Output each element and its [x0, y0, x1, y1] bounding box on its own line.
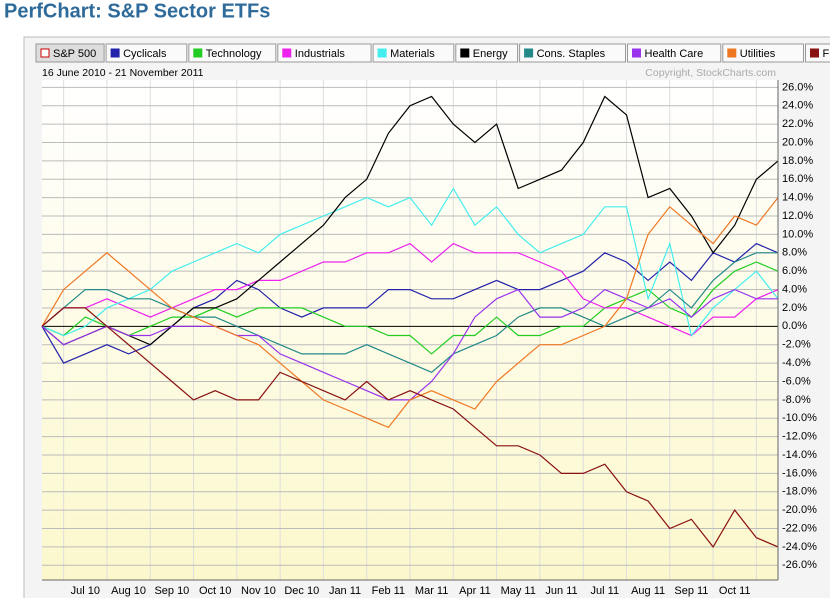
- y-tick-label: -24.0%: [782, 541, 817, 553]
- x-tick-label: Jul 11: [591, 585, 620, 597]
- legend-swatch: [111, 49, 119, 57]
- y-tick-label: -4.0%: [782, 357, 811, 369]
- y-tick-label: -6.0%: [782, 375, 811, 387]
- subtitle: 16 June 2010 - 21 November 2011: [42, 67, 204, 79]
- legend-swatch: [525, 49, 533, 57]
- legend-label: Cyclicals: [123, 48, 167, 60]
- x-tick-label: Nov 10: [241, 585, 276, 597]
- y-tick-label: 4.0%: [782, 283, 807, 295]
- legend-label: Technology: [206, 48, 262, 60]
- y-tick-label: 22.0%: [782, 118, 813, 130]
- x-tick-label: Aug 10: [111, 585, 146, 597]
- y-tick-label: 8.0%: [782, 247, 807, 259]
- x-tick-label: Jan 11: [329, 585, 361, 597]
- copyright: Copyright, StockCharts.com: [645, 67, 776, 79]
- y-tick-label: 26.0%: [782, 81, 813, 93]
- y-tick-label: 14.0%: [782, 192, 813, 204]
- legend-swatch: [41, 49, 49, 57]
- legend-label: S&P 500: [53, 48, 96, 60]
- y-tick-label: 2.0%: [782, 302, 807, 314]
- legend-label: Materials: [390, 48, 435, 60]
- y-tick-label: -26.0%: [782, 559, 817, 571]
- y-tick-label: 20.0%: [782, 136, 813, 148]
- legend-label: Energy: [473, 48, 508, 60]
- y-tick-label: -12.0%: [782, 431, 817, 443]
- x-tick-label: Feb 11: [372, 585, 405, 597]
- y-tick-label: 6.0%: [782, 265, 807, 277]
- x-tick-label: Sep 11: [674, 585, 708, 597]
- x-tick-label: Apr 11: [459, 585, 491, 597]
- x-tick-label: Oct 10: [199, 585, 231, 597]
- y-tick-label: 10.0%: [782, 228, 813, 240]
- legend-swatch: [811, 49, 819, 57]
- legend-swatch: [728, 49, 736, 57]
- y-tick-label: -18.0%: [782, 486, 817, 498]
- x-tick-label: Sep 10: [154, 585, 189, 597]
- x-tick-label: Jun 11: [545, 585, 577, 597]
- legend-label: Utilities: [740, 48, 776, 60]
- x-tick-label: Oct 11: [719, 585, 751, 597]
- legend-label: Cons. Staples: [537, 48, 606, 60]
- y-tick-label: 24.0%: [782, 100, 813, 112]
- legend: S&P 500 Cyclicals Technology Industrials Mat…: [36, 44, 830, 62]
- legend-swatch: [194, 49, 202, 57]
- x-tick-label: Dec 10: [284, 585, 319, 597]
- x-tick-label: May 11: [501, 585, 536, 597]
- legend-swatch: [461, 49, 469, 57]
- legend-swatch: [633, 49, 641, 57]
- y-tick-label: 16.0%: [782, 173, 813, 185]
- y-tick-label: 0.0%: [782, 320, 807, 332]
- legend-swatch: [283, 49, 291, 57]
- x-tick-label: Mar 11: [415, 585, 448, 597]
- x-tick-label: Jul 10: [71, 585, 100, 597]
- legend-label: Industrials: [295, 48, 346, 60]
- y-tick-label: -8.0%: [782, 394, 811, 406]
- legend-label: Financials: [823, 48, 830, 60]
- y-tick-label: -16.0%: [782, 467, 817, 479]
- legend-swatch: [378, 49, 386, 57]
- legend-label: Health Care: [645, 48, 704, 60]
- y-tick-label: -10.0%: [782, 412, 817, 424]
- y-tick-label: -14.0%: [782, 449, 817, 461]
- y-tick-label: -20.0%: [782, 504, 817, 516]
- x-tick-label: Aug 11: [631, 585, 665, 597]
- y-tick-label: 18.0%: [782, 155, 813, 167]
- chart-title: PerfChart: S&P Sector ETFs: [4, 0, 270, 22]
- y-tick-label: -2.0%: [782, 339, 811, 351]
- y-tick-label: -22.0%: [782, 522, 817, 534]
- y-tick-label: 12.0%: [782, 210, 813, 222]
